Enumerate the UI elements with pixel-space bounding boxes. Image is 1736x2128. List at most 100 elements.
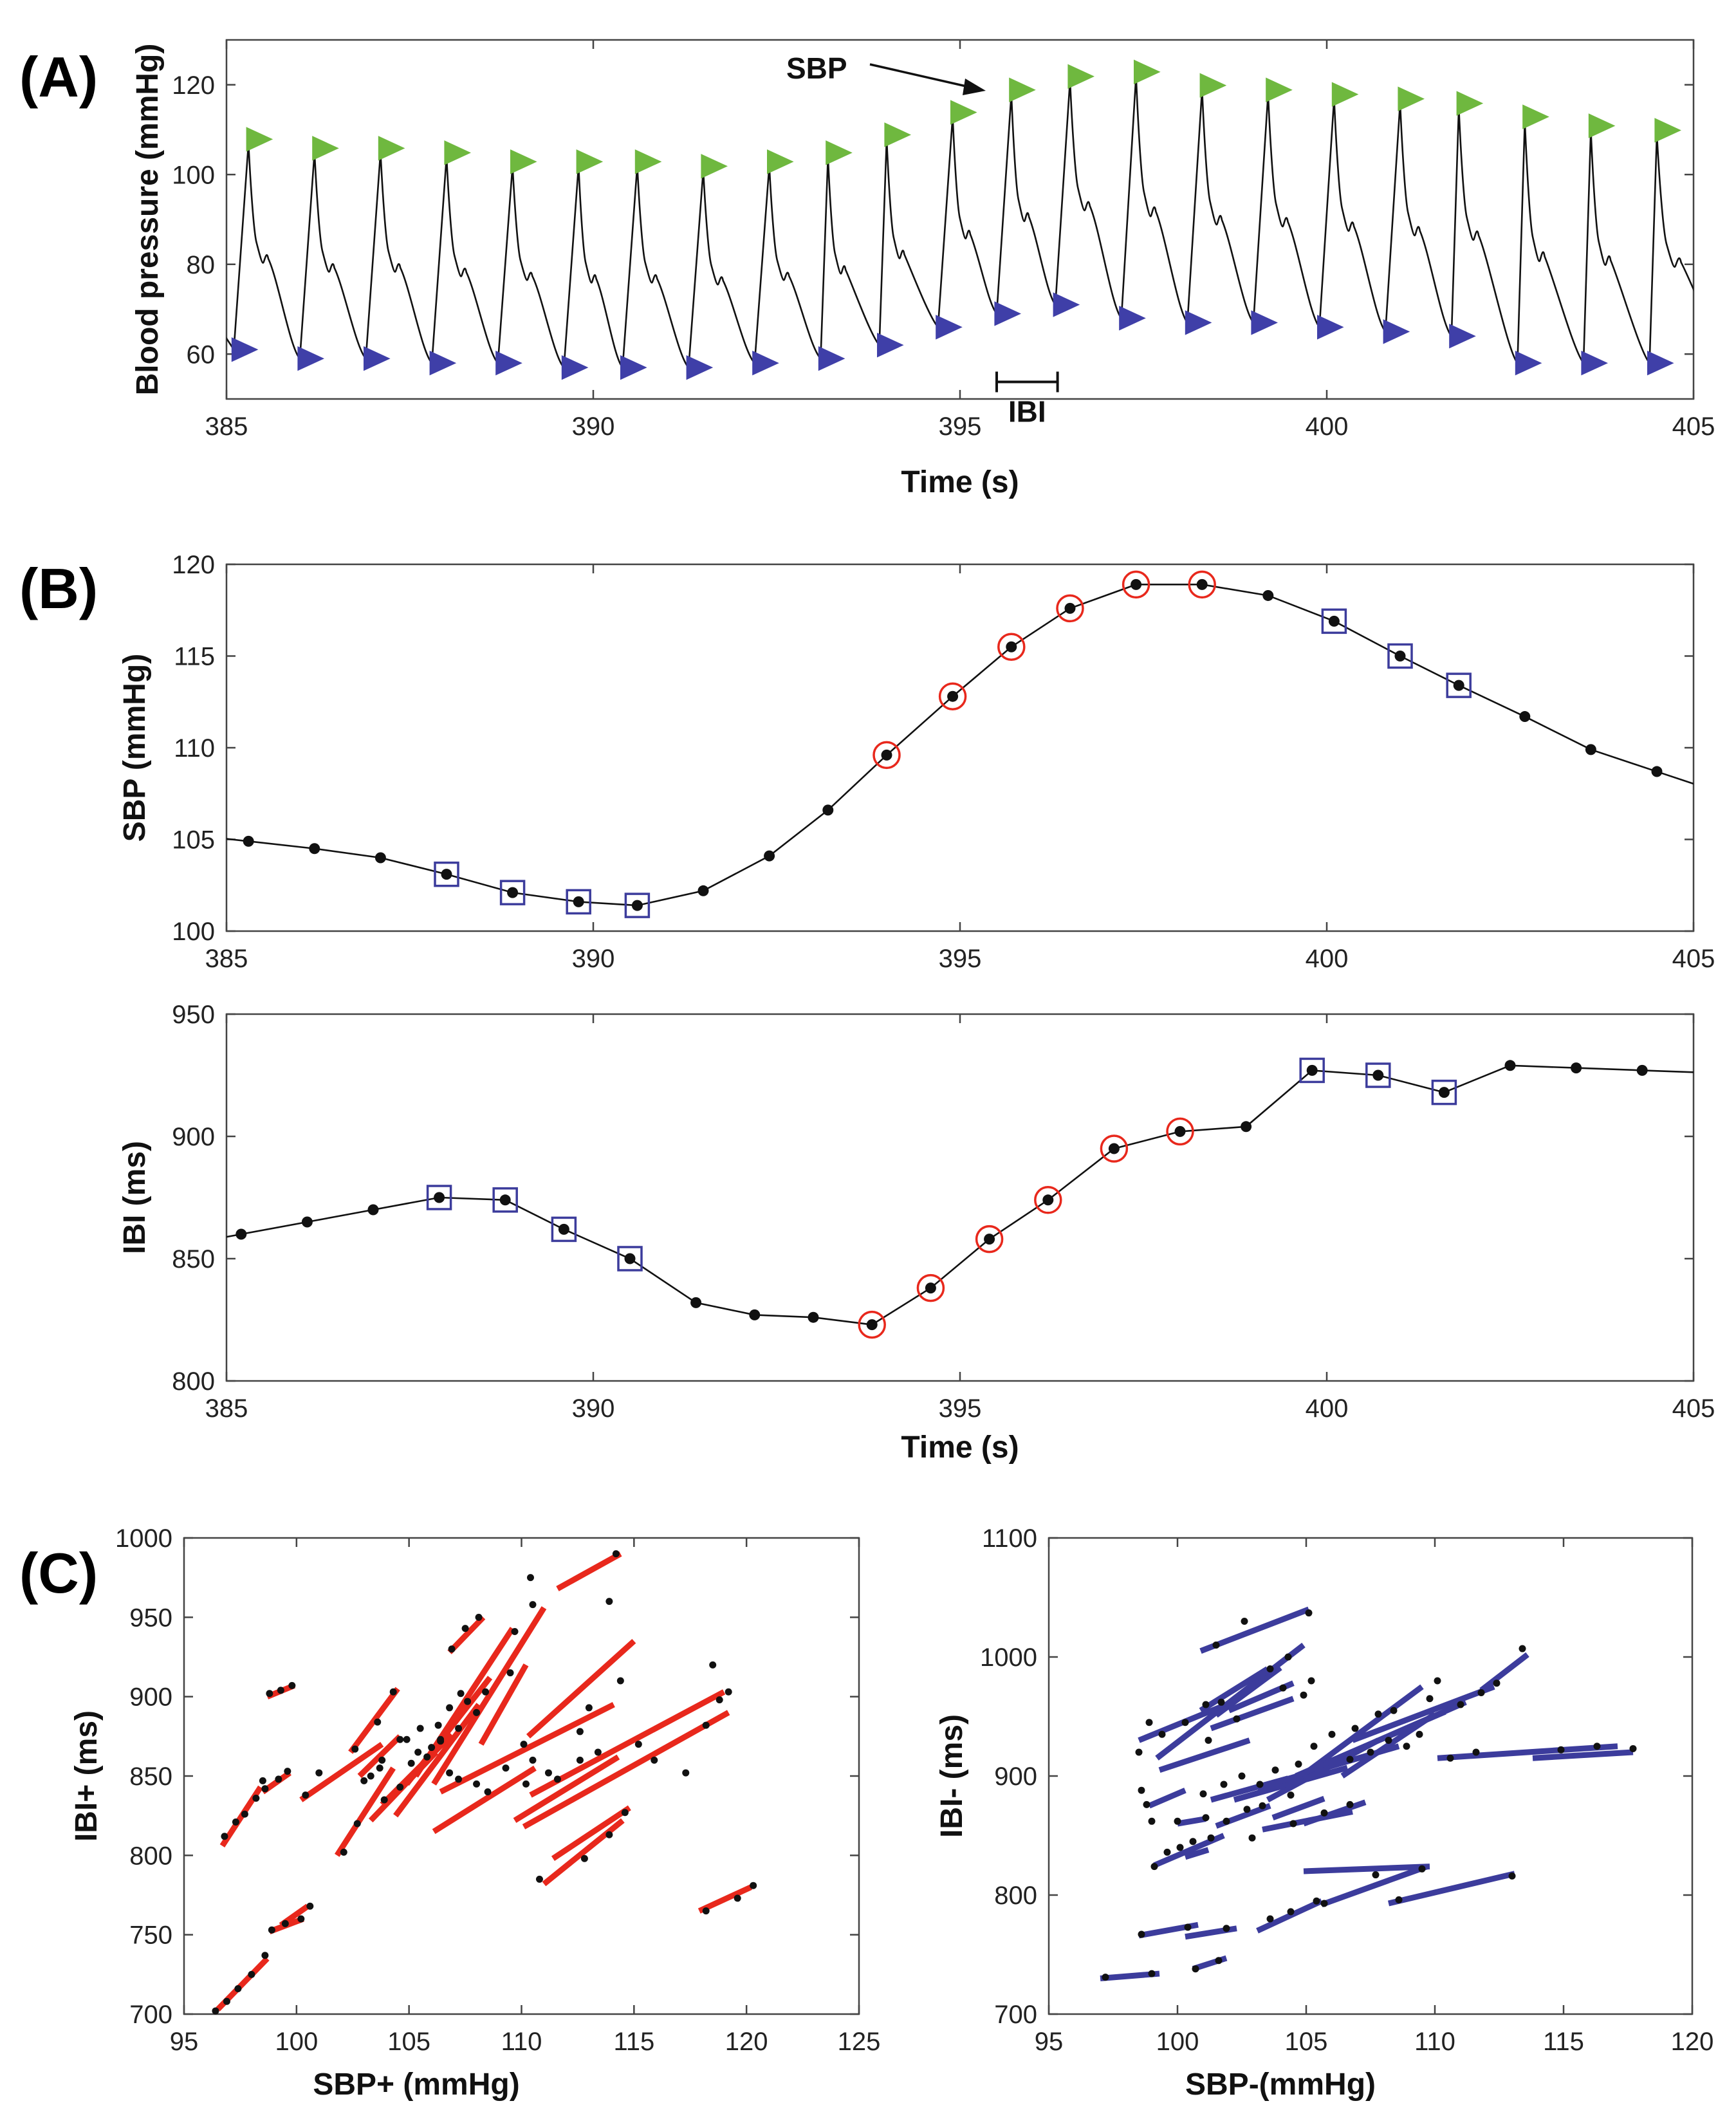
y-tick-label: 80	[187, 251, 216, 279]
sequence-point	[1346, 1755, 1354, 1763]
diastolic-marker	[1251, 310, 1278, 335]
B1-series	[226, 584, 1694, 907]
diastolic-marker	[297, 346, 324, 371]
sequence-point	[1295, 1761, 1302, 1768]
sequence-point	[605, 1598, 613, 1605]
B2-data-point	[1042, 1194, 1054, 1206]
sbp-arrowhead	[963, 79, 986, 95]
sequence-point	[351, 1745, 359, 1753]
sequence-point	[1310, 1743, 1318, 1750]
diastolic-marker	[752, 351, 779, 376]
sbp-peak-marker	[1522, 104, 1549, 129]
x-tick-label: 405	[1672, 1394, 1715, 1423]
x-tick-label: 395	[939, 412, 982, 441]
regression-line	[1340, 1712, 1437, 1779]
sequence-point	[266, 1690, 273, 1698]
regression-line	[1214, 1665, 1282, 1718]
sequence-point	[1143, 1800, 1150, 1808]
sequence-point	[1181, 1719, 1189, 1726]
sequence-point	[702, 1721, 710, 1729]
sbp-peak-marker	[950, 100, 977, 125]
sequence-point	[1320, 1809, 1328, 1817]
y-tick-label: 900	[172, 1123, 215, 1151]
C2-axes: 95 100 105 110 115 120 700 800 900 1000 1100 SBP-(m…	[935, 1524, 1713, 2102]
sequence-point	[1184, 1923, 1192, 1931]
negative-sequence-square	[624, 893, 651, 918]
sbp-peak-marker	[378, 136, 405, 161]
regression-line	[1271, 1795, 1325, 1820]
regression-line	[526, 1638, 636, 1739]
negative-sequence-square	[434, 861, 459, 887]
x-tick-label: 385	[205, 1394, 248, 1423]
B1-axes: 385 390 395 400 405 100 105 110 115 120 SBP (mmHg)…	[19, 551, 1715, 973]
sequence-point	[261, 1952, 269, 1959]
negative-sequence-square	[1446, 672, 1472, 698]
sbp-peak-marker	[1456, 91, 1484, 116]
x-tick-label: 115	[613, 2028, 654, 2056]
regression-line	[1323, 1699, 1467, 1767]
diastolic-marker	[1449, 324, 1476, 349]
sequence-point	[1434, 1677, 1441, 1685]
y-tick-label: 950	[129, 1604, 172, 1632]
regression-line	[1184, 1847, 1210, 1860]
x-tick-label: 385	[205, 412, 248, 441]
sequence-point	[1207, 1834, 1215, 1842]
sequence-point	[446, 1769, 454, 1777]
sequence-point	[1202, 1701, 1210, 1708]
sequence-point	[252, 1795, 260, 1802]
C2-x-axis-label: SBP-(mmHg)	[1185, 2068, 1376, 2102]
x-tick-label: 395	[939, 1394, 982, 1423]
sequence-point	[1266, 1665, 1274, 1672]
x-tick-label: 120	[1671, 2028, 1714, 2056]
sequence-point	[594, 1748, 602, 1756]
diastolic-marker	[1581, 351, 1608, 376]
sequence-point	[1374, 1710, 1382, 1718]
sbp-peak-marker	[1134, 59, 1161, 84]
B2-data-point	[235, 1228, 247, 1240]
y-tick-label: 1100	[982, 1524, 1037, 1553]
sequence-point	[340, 1848, 347, 1856]
diastolic-marker	[818, 346, 845, 371]
sequence-point	[297, 1915, 305, 1923]
B2-data-point	[866, 1319, 878, 1331]
sequence-point	[1176, 1844, 1184, 1851]
x-tick-label: 390	[572, 412, 615, 441]
regression-line	[1303, 1864, 1430, 1874]
sequence-point	[1202, 1814, 1210, 1822]
C1-axes: 95 100 105 110 115 120 125 700 750 800 850 900 950 10…	[19, 1524, 880, 2102]
B1-data-point	[1006, 641, 1017, 652]
negative-sequence-square	[1387, 643, 1413, 669]
regression-line	[393, 1703, 481, 1818]
sequence-point	[248, 1970, 255, 1978]
regression-line	[334, 1766, 396, 1857]
B2-data-point	[1241, 1121, 1252, 1133]
regression-line	[1532, 1749, 1634, 1761]
B2-data-point	[624, 1253, 636, 1264]
B1-data-point	[573, 896, 584, 907]
regression-line	[299, 1741, 384, 1802]
sequence-point	[1284, 1653, 1292, 1661]
x-tick-label: 400	[1306, 412, 1349, 441]
x-tick-label: 395	[939, 945, 982, 973]
positive-sequence-circle	[858, 1310, 886, 1339]
sequence-point	[212, 2007, 219, 2015]
regression-line	[1351, 1684, 1495, 1743]
sequence-point	[1223, 1817, 1230, 1825]
B1-data-point	[631, 900, 643, 911]
panel-label-C1: (C)	[19, 1541, 98, 1605]
sequence-point	[1241, 1618, 1248, 1625]
sequence-point	[526, 1574, 534, 1582]
diastolic-marker	[231, 337, 259, 362]
sequence-point	[576, 1756, 584, 1764]
diastolic-marker	[1053, 292, 1080, 317]
sequence-point	[1217, 1698, 1225, 1706]
x-tick-label: 100	[275, 2028, 318, 2056]
y-tick-label: 110	[174, 734, 215, 763]
sequence-point	[734, 1894, 741, 1902]
sequence-point	[1215, 1957, 1223, 1965]
sequence-point	[403, 1735, 411, 1743]
sequence-point	[268, 1926, 275, 1934]
diastolic-marker	[1647, 351, 1674, 376]
sequence-point	[605, 1831, 613, 1838]
ibi-annotation: IBI	[1008, 394, 1046, 428]
